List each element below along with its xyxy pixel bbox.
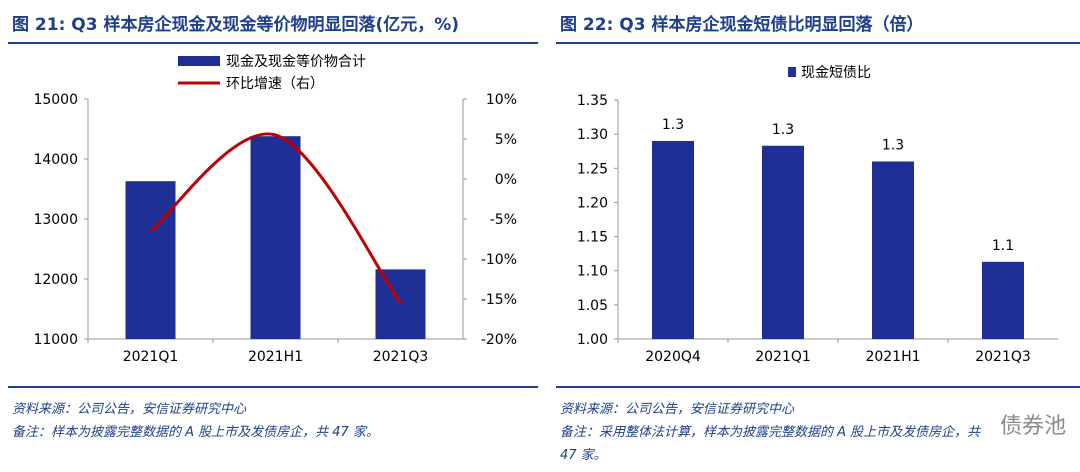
legend-bar-swatch bbox=[788, 67, 796, 77]
x-tick-label: 2021Q3 bbox=[373, 349, 429, 365]
remark-note-line2: 47 家。 bbox=[560, 448, 607, 463]
bar-2020Q4 bbox=[652, 140, 694, 339]
right-y-tick-label: 5% bbox=[495, 132, 517, 148]
cash-bar-line-chart: 15000 14000 13000 12000 11000 10% 5% 0% -5% -10% -… bbox=[33, 53, 517, 365]
watermark-text: 债券池 bbox=[999, 414, 1066, 439]
legend-bar-swatch bbox=[178, 56, 220, 66]
x-tick-label: 2020Q4 bbox=[645, 349, 701, 365]
source-note: 资料来源：公司公告，安信证券研究中心 bbox=[560, 402, 795, 417]
y-tick-label: 1.15 bbox=[577, 230, 608, 246]
bar-2021Q3 bbox=[375, 269, 426, 339]
right-y-tick-label: -5% bbox=[490, 212, 517, 228]
bar-2021H1 bbox=[250, 136, 301, 339]
growth-rate-line bbox=[149, 132, 402, 304]
footer-rule bbox=[8, 386, 538, 388]
figure-22-title: 图 22: Q3 样本房企现金短债比明显回落（倍） bbox=[560, 15, 924, 35]
x-tick-label: 2021H1 bbox=[248, 349, 303, 365]
left-y-tick-label: 11000 bbox=[33, 332, 78, 348]
bar-2021Q1 bbox=[125, 181, 176, 339]
right-y-tick-label: -20% bbox=[481, 332, 517, 348]
x-tick-label: 2021Q1 bbox=[123, 349, 179, 365]
footer-rule bbox=[556, 386, 1080, 388]
y-tick-label: 1.35 bbox=[577, 93, 608, 109]
left-y-tick-label: 14000 bbox=[33, 152, 78, 168]
title-rule bbox=[8, 42, 538, 44]
cash-short-debt-ratio-chart: 1.35 1.30 1.25 1.20 1.15 1.10 1.05 1.00 1.3 1.3 1.… bbox=[577, 65, 1058, 365]
remark-note: 备注：样本为披露完整数据的 A 股上市及发债房企，共 47 家。 bbox=[12, 425, 379, 440]
y-tick-label: 1.25 bbox=[577, 161, 608, 177]
y-tick-label: 1.30 bbox=[577, 127, 608, 143]
bar-2021Q1 bbox=[762, 145, 804, 339]
right-y-tick-label: 10% bbox=[486, 92, 517, 108]
y-tick-label: 1.05 bbox=[577, 298, 608, 314]
left-y-tick-label: 15000 bbox=[33, 92, 78, 108]
figure-21-title: 图 21: Q3 样本房企现金及现金等价物明显回落(亿元，%) bbox=[12, 15, 460, 35]
title-rule bbox=[556, 42, 1080, 44]
bar-data-label: 1.1 bbox=[992, 238, 1014, 254]
bar-data-label: 1.3 bbox=[662, 117, 684, 133]
source-note: 资料来源：公司公告，安信证券研究中心 bbox=[12, 402, 247, 417]
figure-22-panel: 图 22: Q3 样本房企现金短债比明显回落（倍） 1.35 1.30 1.25 1.… bbox=[548, 0, 1080, 472]
bar-data-label: 1.3 bbox=[882, 137, 904, 153]
y-tick-label: 1.20 bbox=[577, 195, 608, 211]
legend-bar-label: 现金及现金等价物合计 bbox=[226, 53, 366, 70]
remark-note-line1: 备注：采用整体法计算，样本为披露完整数据的 A 股上市及发债房企，共 bbox=[560, 425, 981, 440]
x-tick-label: 2021H1 bbox=[865, 349, 920, 365]
legend-line-label: 环比增速（右） bbox=[226, 76, 324, 92]
right-y-tick-label: 0% bbox=[495, 172, 517, 188]
y-tick-label: 1.10 bbox=[577, 264, 608, 280]
right-y-tick-label: -15% bbox=[481, 292, 517, 308]
bar-2021H1 bbox=[872, 161, 914, 339]
x-tick-label: 2021Q3 bbox=[975, 349, 1031, 365]
x-tick-label: 2021Q1 bbox=[755, 349, 811, 365]
bar-2021Q3 bbox=[982, 261, 1024, 339]
right-y-tick-label: -10% bbox=[481, 252, 517, 268]
figure-21-panel: 图 21: Q3 样本房企现金及现金等价物明显回落(亿元，%) 15000 140… bbox=[0, 0, 538, 472]
legend-bar-label: 现金短债比 bbox=[801, 65, 871, 81]
left-y-tick-label: 12000 bbox=[33, 272, 78, 288]
y-tick-label: 1.00 bbox=[577, 332, 608, 348]
bar-data-label: 1.3 bbox=[772, 122, 794, 138]
left-y-tick-label: 13000 bbox=[33, 212, 78, 228]
